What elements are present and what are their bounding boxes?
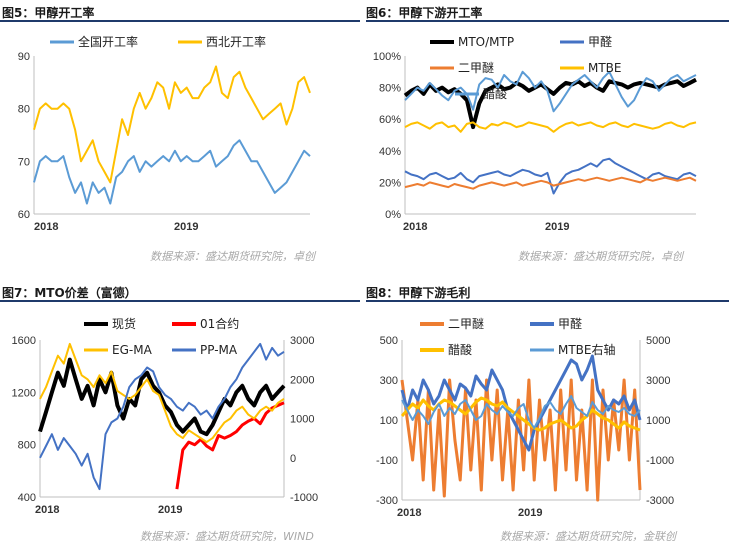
legend-label: 全国开工率 (78, 34, 138, 49)
y2-tick-label: 3000 (646, 375, 670, 387)
y-tick-label: 20% (379, 177, 401, 189)
series-line-2 (400, 354, 642, 452)
legend-label: MTBE右轴 (558, 342, 616, 357)
y-tick-label: 400 (18, 492, 36, 504)
title-rule-fig7 (0, 300, 360, 302)
title-rule-fig6 (366, 20, 729, 22)
series-line-4 (401, 395, 641, 429)
series-line-3 (400, 396, 641, 432)
y-tick-label: 300 (380, 375, 398, 387)
y2-tick-label: -3000 (646, 495, 674, 507)
legend-label: 醋酸 (483, 86, 507, 101)
legend-label: 二甲醚 (458, 61, 494, 75)
legend-label: 醋酸 (448, 342, 472, 357)
y-tick-label: 100 (380, 415, 398, 427)
series-line-2 (175, 401, 285, 490)
series-line-3 (404, 176, 697, 190)
chart-title-fig5: 图5：甲醇开工率 (2, 6, 95, 20)
y-tick-label: 800 (18, 440, 36, 452)
legend-label: MTBE (588, 61, 622, 75)
title-rule-fig5 (0, 20, 360, 22)
y-tick-label: 1200 (12, 387, 36, 399)
y-tick-label: 60 (18, 209, 30, 221)
series-line-1 (33, 139, 311, 205)
y-tick-label: 80 (18, 104, 30, 116)
y-tick-label: 0% (385, 209, 401, 221)
series-line-2 (33, 65, 311, 184)
legend-label: EG-MA (112, 343, 153, 357)
x-tick-label: 2019 (518, 507, 542, 519)
legend-label: 现货 (112, 316, 136, 331)
y2-tick-label: 2000 (290, 374, 314, 386)
source-note-fig8: 数据来源：盛达期货研究院，金联创 (500, 530, 676, 543)
y-tick-label: 100% (373, 51, 401, 63)
series-line-1 (38, 357, 286, 437)
y-tick-label: -100 (376, 455, 398, 467)
legend-label: 甲醛 (558, 316, 582, 331)
title-rule-fig8 (366, 300, 729, 302)
y2-tick-label: 1000 (646, 415, 670, 427)
y-tick-label: 90 (18, 51, 30, 63)
y-tick-label: 60% (379, 114, 401, 126)
legend-label: 西北开工率 (206, 34, 266, 49)
source-note-fig7: 数据来源：盛达期货研究院，WIND (140, 530, 314, 543)
x-tick-label: 2018 (35, 504, 59, 516)
legend-label: MTO/MTP (458, 35, 514, 49)
x-tick-label: 2018 (397, 507, 421, 519)
chart-title-fig6: 图6：甲醇下游开工率 (366, 6, 483, 20)
series-line-3 (39, 342, 285, 444)
y-tick-label: 80% (379, 83, 401, 95)
series-line-4 (39, 342, 285, 491)
series-line-2 (404, 157, 697, 195)
y2-tick-label: 1000 (290, 414, 314, 426)
legend-label: PP-MA (200, 343, 238, 357)
y-tick-label: 500 (380, 335, 398, 347)
x-tick-label: 2019 (545, 221, 569, 233)
series-line-5 (404, 70, 697, 113)
y-tick-label: 70 (18, 156, 30, 168)
y-tick-label: -300 (376, 495, 398, 507)
legend-label: 01合约 (200, 316, 239, 331)
x-tick-label: 2019 (158, 504, 182, 516)
y2-tick-label: 5000 (646, 335, 670, 347)
source-note-fig5: 数据来源：盛达期货研究院，卓创 (150, 250, 315, 263)
source-note-fig6: 数据来源：盛达期货研究院，卓创 (518, 250, 683, 263)
chart-title-fig7: 图7：MTO价差（富德） (2, 286, 137, 300)
y2-tick-label: -1000 (646, 455, 674, 467)
y2-tick-label: -1000 (290, 492, 318, 504)
legend-label: 甲醛 (588, 34, 612, 49)
legend-label: 二甲醚 (448, 317, 484, 331)
y2-tick-label: 3000 (290, 335, 314, 347)
series-line-1 (403, 77, 697, 130)
x-tick-label: 2018 (34, 221, 58, 233)
y-tick-label: 40% (379, 146, 401, 158)
y2-tick-label: 0 (290, 453, 296, 465)
chart-title-fig8: 图8：甲醇下游毛利 (366, 286, 471, 300)
x-tick-label: 2019 (174, 221, 198, 233)
y-tick-label: 1600 (12, 335, 36, 347)
series-line-4 (404, 121, 697, 133)
x-tick-label: 2018 (403, 221, 427, 233)
